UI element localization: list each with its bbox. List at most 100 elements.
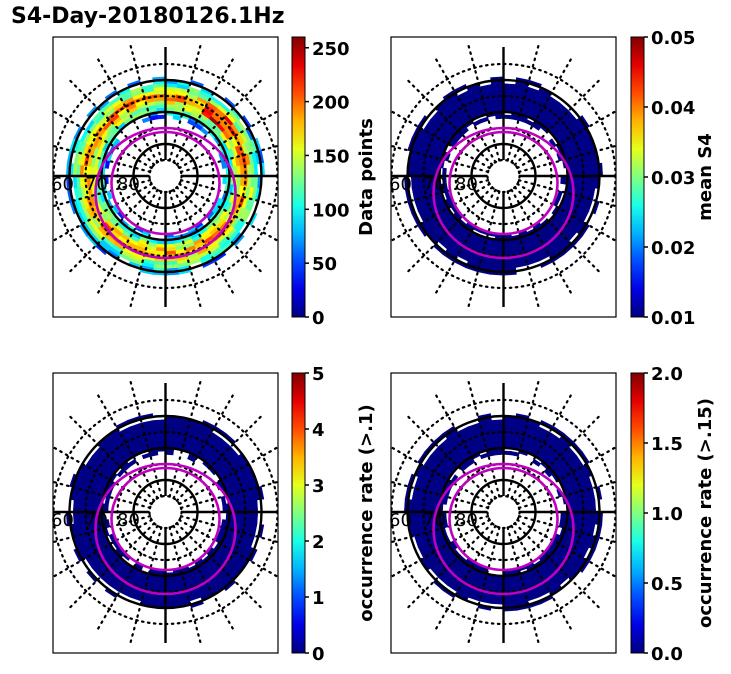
grid-spoke-dotted: [168, 44, 202, 162]
heatmap-cell: [510, 451, 520, 457]
grid-spoke-dotted: [506, 44, 540, 162]
grid-spoke-dotted: [178, 109, 278, 170]
grid-spoke-dotted: [168, 526, 202, 644]
colorbar-gradient: [630, 372, 645, 654]
colorbar-tick-label: 0.04: [651, 98, 695, 119]
latitude-label: 70: [85, 174, 108, 195]
colorbar-tick-label: 1.5: [651, 434, 683, 455]
grid-spoke-dotted: [68, 522, 156, 609]
grid-spoke-dotted: [179, 179, 278, 208]
colorbar-label: occurrence rate (>.1): [356, 404, 377, 621]
axes-frame: [390, 372, 617, 654]
grid-spoke-dotted: [179, 144, 278, 173]
grid-spoke-dotted: [68, 186, 156, 273]
colorbar-tick-label: 100: [312, 200, 350, 221]
grid-spoke-dotted: [434, 57, 497, 164]
colorbar: 0.0 0.5 1.0 1.5 2.0 occurrence rate (>.15): [630, 364, 716, 665]
colorbar: 0 1 2 3 4 5 occurrence rate (>.1): [291, 364, 377, 665]
latitude-label: 60: [51, 510, 74, 531]
grid-spoke-dotted: [129, 380, 163, 498]
grid-spoke-dotted: [467, 526, 501, 644]
colorbar-tick-label: 0.03: [651, 168, 695, 189]
grid-spoke-dotted: [513, 79, 601, 166]
colorbar-tick-label: 0.02: [651, 238, 695, 259]
colorbar-tick-label: 200: [312, 93, 350, 114]
grid-spoke-dotted: [391, 515, 490, 544]
heatmap-cell: [112, 138, 121, 148]
grid-spoke-dotted: [96, 188, 159, 295]
colorbar-tick-label: 4: [312, 420, 325, 441]
grid-spoke-dotted: [129, 44, 163, 162]
colorbar-tick-label: 0: [312, 644, 325, 665]
latitude-label: 70: [423, 510, 446, 531]
colorbar-tick-label: 3: [312, 476, 325, 497]
heatmap-cell: [141, 452, 151, 460]
grid-spoke-dotted: [517, 480, 616, 509]
grid-spoke-dotted: [172, 57, 235, 164]
latitude-label: 70: [423, 174, 446, 195]
grid-spoke-dotted: [513, 186, 601, 273]
oval-boundary-poleward: [448, 466, 559, 572]
grid-spoke-dotted: [434, 188, 497, 295]
colorbar-tick-label: 50: [312, 254, 337, 275]
grid-spoke-dotted: [53, 480, 152, 509]
oval-boundary-poleward: [110, 466, 221, 572]
colorbar-tick-label: 1: [312, 588, 325, 609]
grid-spoke-dotted: [179, 480, 278, 509]
latitude-label: 60: [389, 510, 412, 531]
heatmap-cell: [220, 495, 227, 505]
grid-spoke-dotted: [467, 380, 501, 498]
heatmap-cell: [479, 452, 489, 460]
grid-spoke-dotted: [434, 524, 497, 631]
colorbar-tick-label: 0: [312, 308, 325, 329]
plot-area: [391, 380, 616, 644]
heatmap-cell: [472, 119, 482, 127]
latitude-label: 80: [117, 510, 140, 531]
plot-area: [53, 44, 278, 308]
grid-spoke-dotted: [506, 526, 540, 644]
grid-spoke-dotted: [391, 445, 491, 506]
grid-spoke-dotted: [506, 380, 540, 498]
colorbar-tick-label: 0.0: [651, 644, 683, 665]
grid-spoke-dotted: [406, 415, 494, 502]
grid-spoke-dotted: [68, 415, 156, 502]
grid-spoke-dotted: [172, 393, 235, 500]
grid-spoke-dotted: [467, 44, 501, 162]
grid-spoke-dotted: [96, 524, 159, 631]
axes-frame: [52, 36, 279, 318]
grid-spoke-dotted: [175, 186, 263, 273]
grid-spoke-dotted: [391, 480, 490, 509]
grid-spoke-dotted: [516, 445, 616, 506]
axes-frame: [52, 372, 279, 654]
grid-spoke-dotted: [178, 445, 278, 506]
grid-spoke-dotted: [53, 445, 153, 506]
polar-panel-3: 60 70 80 0 1 2 3 4 5 occurrence rate (>.1): [51, 364, 377, 665]
grid-spoke-dotted: [406, 79, 494, 166]
grid-spoke-dotted: [516, 109, 616, 170]
grid-spoke-dotted: [467, 190, 501, 308]
grid-spoke-dotted: [175, 522, 263, 609]
heatmap-cell: [450, 474, 459, 484]
colorbar-gradient: [630, 36, 645, 318]
plot-area: [53, 380, 278, 644]
latitude-label: 80: [455, 174, 478, 195]
oval-boundary-poleward: [110, 130, 221, 236]
colorbar-tick-label: 0.5: [651, 574, 683, 595]
grid-spoke-dotted: [168, 380, 202, 498]
polar-panel-2: 60 70 80 0.01 0.02 0.03 0.04 0.05 mean S4: [389, 28, 716, 329]
colorbar-tick-label: 250: [312, 39, 350, 60]
grid-spoke-dotted: [129, 190, 163, 308]
colorbar-tick-label: 150: [312, 146, 350, 167]
heatmap-cell: [104, 495, 111, 505]
latitude-label: 80: [117, 174, 140, 195]
grid-spoke-dotted: [175, 415, 263, 502]
colorbar-tick-label: 2.0: [651, 364, 683, 385]
grid-spoke-dotted: [53, 144, 152, 173]
grid-spoke-dotted: [510, 188, 573, 295]
polar-panel-1: 60 70 80 0 50 100 150 200 250 Data points: [51, 36, 377, 329]
grid-spoke-dotted: [68, 79, 156, 166]
heatmap-cell: [479, 116, 489, 124]
grid-spoke-dotted: [179, 515, 278, 544]
grid-spoke-dotted: [168, 190, 202, 308]
